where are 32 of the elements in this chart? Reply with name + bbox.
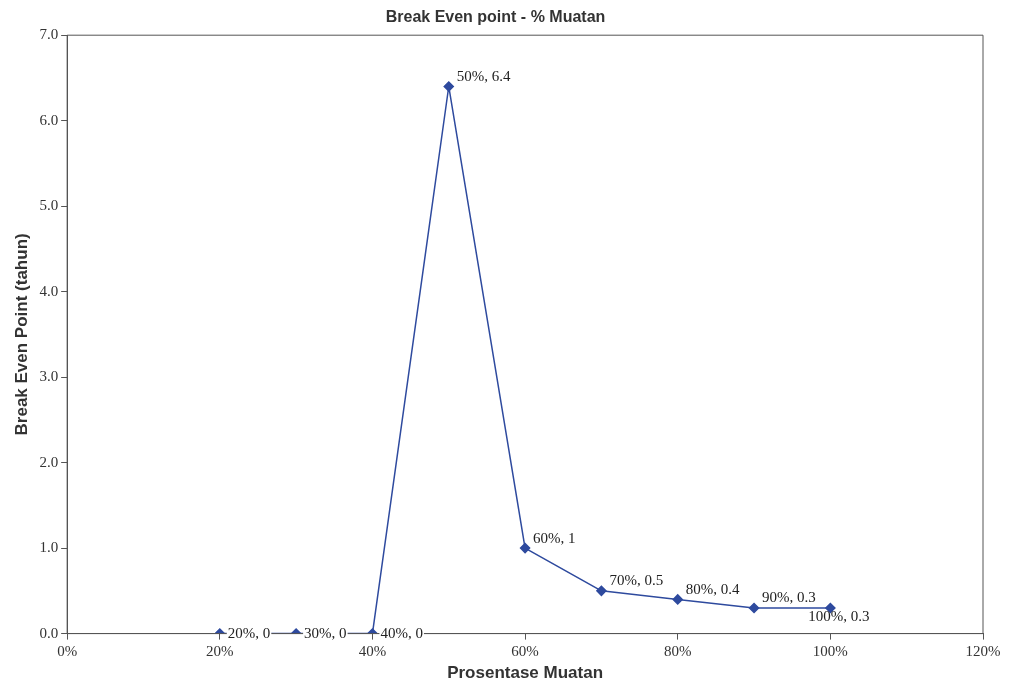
y-tick-label: 6.0 xyxy=(39,111,59,128)
x-tick-label: 80% xyxy=(663,642,692,659)
x-axis-title: Prosentase Muatan xyxy=(447,663,604,683)
x-tick-label: 120% xyxy=(965,642,1001,659)
chart-title: Break Even point - % Muatan xyxy=(385,8,606,26)
y-tick-label: 2.0 xyxy=(39,453,59,470)
data-label: 20%, 0 xyxy=(227,624,271,641)
x-tick-label: 100% xyxy=(812,642,848,659)
point xyxy=(748,602,760,614)
y-tick-label: 7.0 xyxy=(39,26,59,43)
x-tick-label: 20% xyxy=(206,642,234,659)
data-label: 80%, 0.4 xyxy=(685,580,740,597)
data-label: 90%, 0.3 xyxy=(762,589,816,606)
data-label: 100%, 0.3 xyxy=(808,608,870,625)
point xyxy=(672,594,683,605)
x-tick-label: 60% xyxy=(511,642,539,659)
y-tick-label: 5.0 xyxy=(39,197,59,214)
y-tick-label: 3.0 xyxy=(39,368,59,385)
point xyxy=(519,542,531,554)
y-tick-label: 0.0 xyxy=(39,624,59,641)
y-tick-label: 1.0 xyxy=(39,539,59,556)
data-label: 40%, 0 xyxy=(380,624,423,641)
data-label: 60%, 1 xyxy=(533,529,576,546)
data-label: 50%, 6.4 xyxy=(456,67,511,84)
data-label: 30%, 0 xyxy=(304,624,347,641)
y-axis-title: Break Even Point (tahun) xyxy=(11,233,31,436)
point xyxy=(443,81,454,92)
point xyxy=(596,585,607,597)
x-tick-label: 0% xyxy=(57,642,78,659)
x-tick-label: 40% xyxy=(358,642,387,659)
data-label: 70%, 0.5 xyxy=(609,572,664,589)
y-tick-label: 4.0 xyxy=(39,282,59,299)
